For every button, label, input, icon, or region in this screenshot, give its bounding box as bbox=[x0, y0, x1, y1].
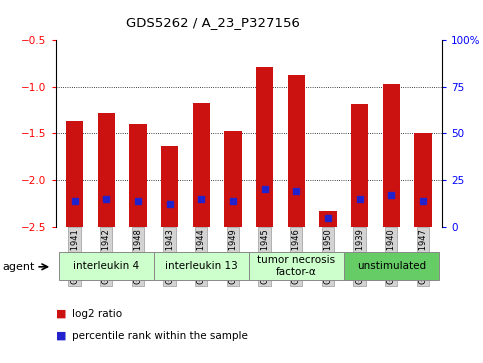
FancyBboxPatch shape bbox=[344, 252, 439, 280]
Bar bbox=[256, 67, 273, 227]
Bar bbox=[193, 103, 210, 227]
Text: agent: agent bbox=[2, 262, 35, 272]
Text: tumor necrosis
factor-α: tumor necrosis factor-α bbox=[257, 255, 335, 277]
Text: percentile rank within the sample: percentile rank within the sample bbox=[72, 331, 248, 341]
Bar bbox=[287, 74, 305, 227]
Bar bbox=[98, 113, 115, 227]
Text: ■: ■ bbox=[56, 331, 66, 341]
Bar bbox=[414, 133, 432, 227]
Bar bbox=[351, 105, 369, 227]
Bar bbox=[383, 84, 400, 227]
Text: GDS5262 / A_23_P327156: GDS5262 / A_23_P327156 bbox=[126, 16, 299, 29]
FancyBboxPatch shape bbox=[154, 252, 249, 280]
Bar bbox=[319, 211, 337, 227]
Text: interleukin 4: interleukin 4 bbox=[73, 261, 139, 271]
Bar bbox=[66, 121, 83, 227]
Text: interleukin 13: interleukin 13 bbox=[165, 261, 238, 271]
Text: ■: ■ bbox=[56, 309, 66, 319]
Bar bbox=[161, 146, 178, 227]
Text: unstimulated: unstimulated bbox=[357, 261, 426, 271]
FancyBboxPatch shape bbox=[59, 252, 154, 280]
FancyBboxPatch shape bbox=[249, 252, 344, 280]
Bar bbox=[224, 131, 242, 227]
Bar bbox=[129, 124, 147, 227]
Text: log2 ratio: log2 ratio bbox=[72, 309, 123, 319]
